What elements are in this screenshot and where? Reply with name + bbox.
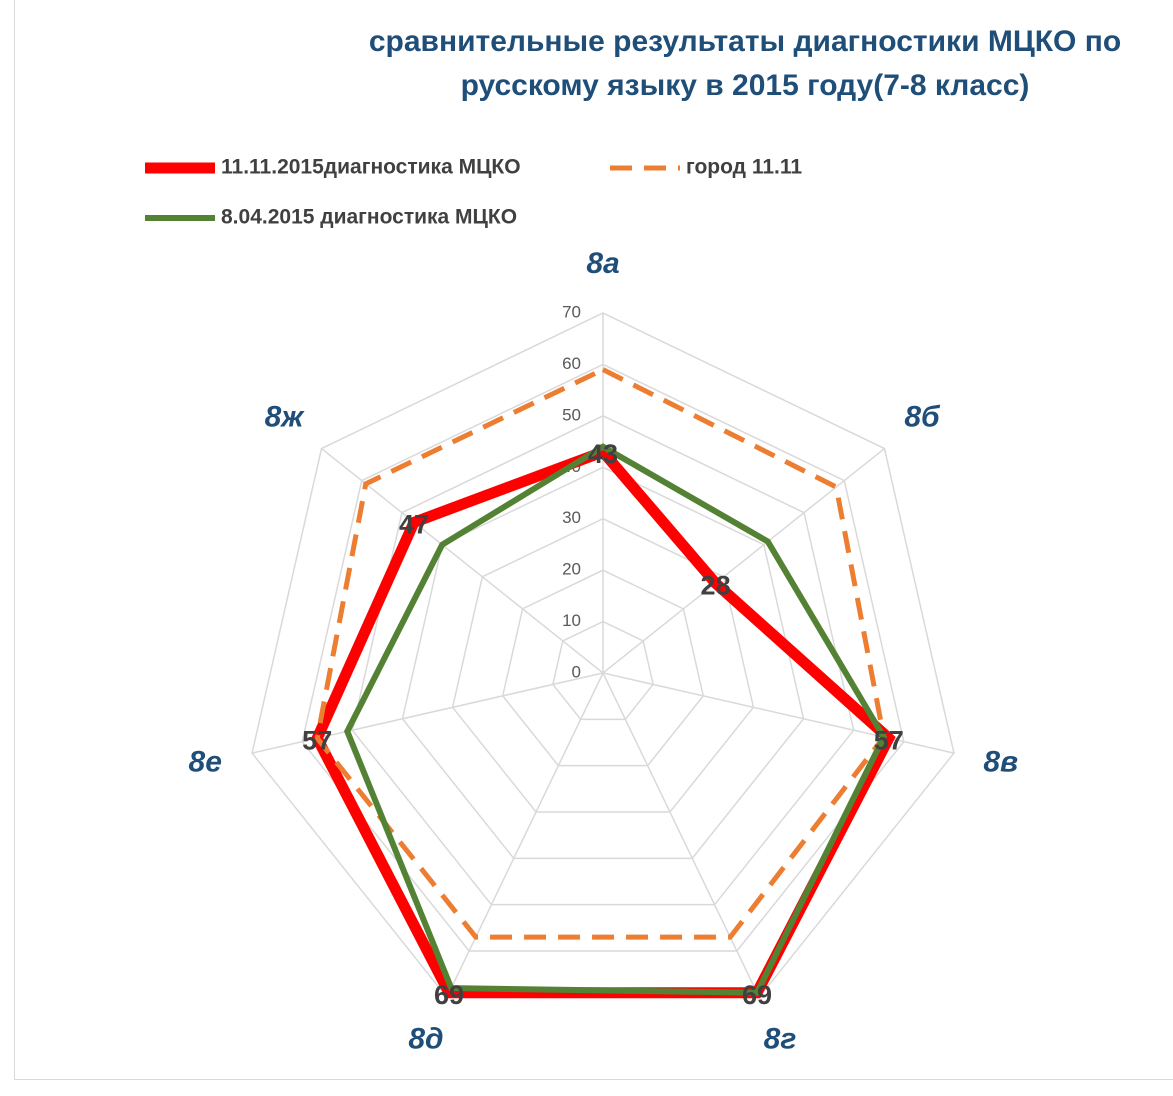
- data-label: 47: [399, 509, 429, 539]
- category-label: 8е: [189, 746, 222, 779]
- category-label: 8г: [764, 1023, 797, 1056]
- category-label: 8в: [983, 746, 1018, 779]
- data-label: 28: [701, 570, 731, 600]
- grid-ring: [401, 466, 805, 860]
- grid-ring: [351, 415, 855, 906]
- data-label: 57: [302, 725, 332, 755]
- chart-title: сравнительные результаты диагностики МЦК…: [368, 25, 1122, 102]
- y-tick-label: 0: [572, 662, 581, 681]
- y-tick-label: 70: [562, 302, 581, 321]
- spoke: [251, 672, 604, 754]
- y-tick-label: 10: [562, 611, 581, 630]
- data-label: 69: [742, 980, 772, 1010]
- grid-ring: [301, 363, 905, 952]
- data-label: 43: [588, 439, 618, 469]
- y-tick-label: 60: [562, 354, 581, 373]
- legend-label: город 11.11: [686, 156, 802, 179]
- spoke: [321, 447, 604, 674]
- category-label: 8д: [408, 1023, 443, 1056]
- chart-frame: [14, 0, 1173, 1080]
- legend-label: 11.11.2015диагностика МЦКО: [221, 156, 521, 179]
- y-tick-label: 30: [562, 508, 581, 527]
- data-label: 69: [434, 980, 464, 1010]
- series-line: [314, 366, 887, 940]
- y-tick-label: 20: [562, 560, 581, 579]
- y-tick-label: 50: [562, 405, 581, 424]
- grid-ring: [501, 569, 705, 767]
- category-label: 8б: [904, 401, 941, 434]
- category-label: 8ж: [265, 401, 306, 434]
- data-label: 57: [874, 725, 904, 755]
- spoke: [602, 447, 885, 674]
- category-label: 8а: [586, 247, 619, 280]
- series-line: [343, 443, 888, 996]
- spoke: [602, 672, 760, 998]
- spoke: [602, 672, 955, 754]
- grid-ring: [552, 620, 654, 721]
- spoke: [446, 672, 604, 998]
- legend-label: 8.04.2015 диагностика МЦКО: [221, 206, 517, 229]
